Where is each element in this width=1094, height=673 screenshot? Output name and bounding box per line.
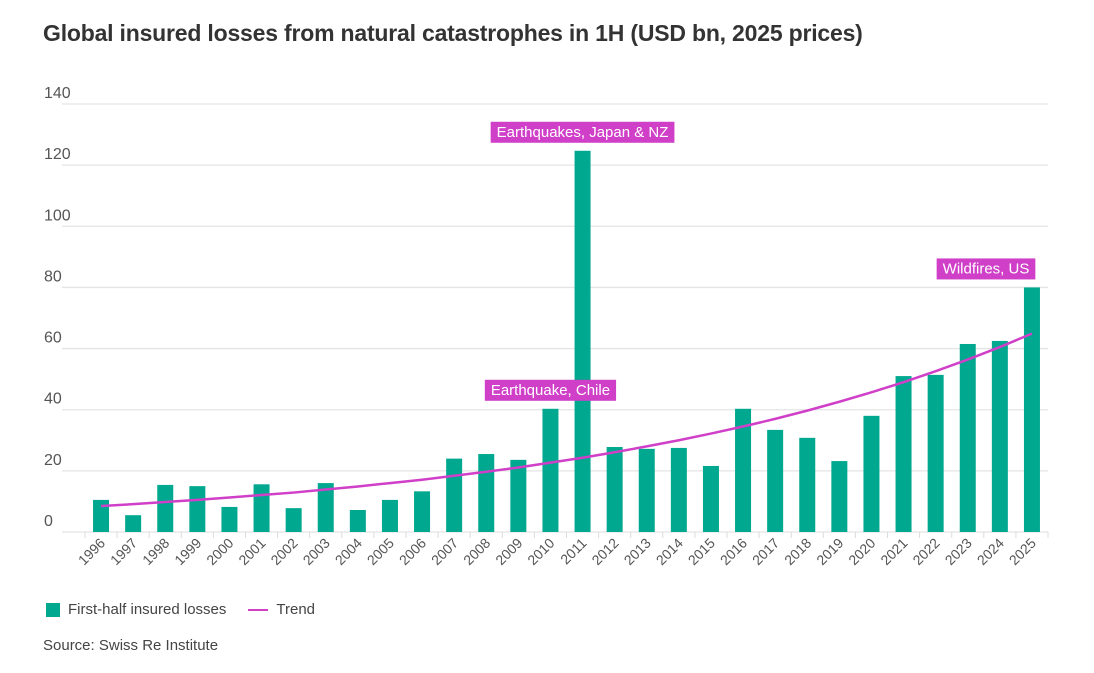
- bar-2005: [381, 499, 398, 532]
- bar-2019: [831, 461, 848, 532]
- legend-swatch-bars: [46, 602, 60, 617]
- bar-2025: [1023, 287, 1040, 532]
- annotation-box: [936, 258, 1036, 280]
- x-tick-label: 2019: [813, 535, 846, 568]
- bar-2003: [317, 483, 334, 532]
- x-tick-label: 2006: [396, 535, 429, 568]
- x-tick-label: 2023: [942, 535, 975, 568]
- x-tick-label: 2002: [267, 535, 300, 568]
- x-tick-label: 2022: [909, 535, 942, 568]
- x-tick-label: 2000: [203, 535, 236, 568]
- bar-2009: [510, 459, 527, 532]
- y-tick-label: 40: [44, 391, 62, 408]
- bar-2020: [863, 415, 880, 532]
- x-tick-label: 2007: [428, 535, 461, 568]
- x-tick-label: 2025: [1006, 535, 1039, 568]
- x-tick-label: 2011: [557, 535, 590, 568]
- bar-2001: [253, 484, 270, 532]
- y-tick-label: 80: [44, 268, 62, 285]
- bar-2022: [927, 374, 944, 532]
- bar-2023: [959, 343, 976, 532]
- bar-2004: [349, 509, 366, 532]
- x-tick-label: 2001: [235, 535, 268, 568]
- trend-line: [100, 332, 1033, 508]
- x-tick-label: 2015: [685, 535, 718, 568]
- legend-swatch-trend: [248, 608, 269, 611]
- legend-label-trend: Trend: [276, 601, 316, 618]
- chart-title: Global insured losses from natural catas…: [43, 20, 863, 46]
- bar-2017: [767, 429, 784, 532]
- annotation-box: [484, 379, 617, 401]
- bar-2024: [991, 340, 1008, 532]
- bar-2018: [799, 437, 816, 532]
- y-tick-label: 120: [44, 146, 71, 163]
- x-tick-label: 2021: [877, 535, 910, 568]
- y-tick-label: 0: [44, 513, 53, 530]
- bar-2014: [670, 447, 687, 532]
- x-tick-label: 2012: [588, 535, 621, 568]
- bar-2008: [478, 454, 495, 532]
- x-tick-label: 2016: [717, 535, 750, 568]
- bar-2007: [446, 458, 463, 532]
- y-tick-label: 20: [44, 452, 62, 469]
- bar-2000: [221, 506, 238, 532]
- x-tick-label: 2018: [781, 535, 814, 568]
- x-tick-label: 1997: [107, 535, 140, 568]
- y-tick-label: 100: [44, 207, 71, 224]
- annotation-label: Earthquakes, Japan & NZ: [497, 124, 669, 141]
- legend-label-bars: First-half insured losses: [68, 601, 227, 618]
- x-tick-label: 2013: [621, 535, 654, 568]
- x-tick-label: 1996: [75, 535, 108, 568]
- bar-2012: [606, 447, 623, 532]
- x-tick-label: 1998: [139, 535, 172, 568]
- bar-2013: [638, 448, 655, 532]
- annotation-box: [490, 121, 675, 143]
- bar-2010: [542, 408, 559, 532]
- bar-2015: [702, 465, 719, 532]
- bar-1996: [93, 499, 110, 532]
- x-tick-label: 2014: [653, 535, 686, 568]
- annotation-label: Earthquake, Chile: [491, 382, 610, 399]
- x-tick-label: 2024: [974, 535, 1007, 568]
- bar-2011: [574, 150, 591, 532]
- x-tick-label: 2010: [524, 535, 557, 568]
- x-tick-label: 2020: [845, 535, 878, 568]
- bar-1997: [125, 515, 142, 532]
- bar-2002: [285, 508, 302, 532]
- x-tick-label: 1999: [171, 535, 204, 568]
- x-tick-label: 2004: [332, 535, 365, 568]
- bar-2006: [414, 491, 431, 532]
- x-tick-label: 2005: [364, 535, 397, 568]
- legend: First-half insured losses Trend: [46, 601, 315, 618]
- bar-1999: [189, 486, 206, 532]
- y-tick-label: 60: [44, 330, 62, 347]
- bar-2016: [735, 408, 752, 532]
- source-note: Source: Swiss Re Institute: [43, 637, 219, 654]
- x-tick-label: 2017: [749, 535, 782, 568]
- annotation-label: Wildfires, US: [943, 260, 1030, 277]
- bar-1998: [157, 484, 174, 532]
- y-tick-label: 140: [44, 85, 71, 102]
- bar-2021: [895, 376, 912, 532]
- x-tick-label: 2003: [300, 535, 333, 568]
- x-tick-label: 2008: [460, 535, 493, 568]
- x-tick-label: 2009: [492, 535, 525, 568]
